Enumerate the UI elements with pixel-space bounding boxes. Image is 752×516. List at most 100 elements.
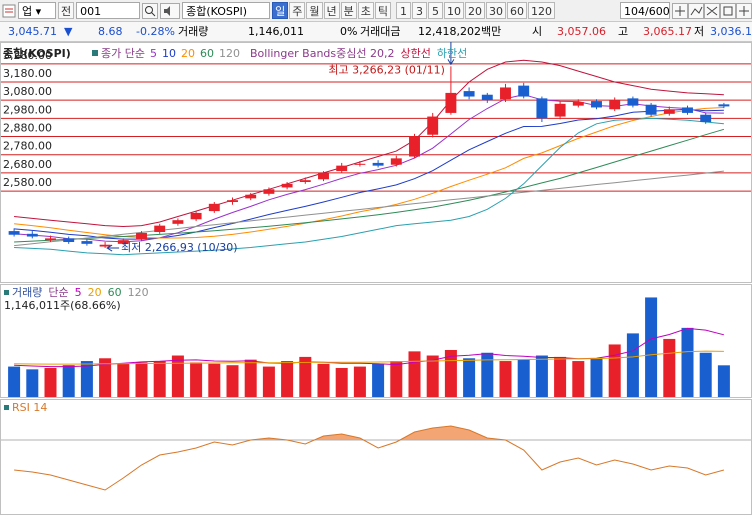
candle-body	[208, 203, 220, 212]
prev-button[interactable]: 전	[58, 2, 75, 19]
volume-bar	[208, 363, 221, 397]
interval-tab[interactable]: 60	[507, 2, 527, 19]
period-tab[interactable]: 일	[272, 2, 289, 19]
legend-prefix: 단순	[48, 286, 68, 299]
period-tab[interactable]: 틱	[374, 2, 391, 19]
interval-tab[interactable]: 10	[444, 2, 464, 19]
change: 8.68	[98, 25, 123, 38]
volume-bar	[190, 362, 203, 397]
candle-body	[536, 98, 548, 119]
interval-tab[interactable]: 3	[412, 2, 427, 19]
candle-body	[99, 244, 111, 247]
interval-tab[interactable]: 5	[428, 2, 443, 19]
volume-bar	[317, 363, 330, 397]
volume-bar	[44, 367, 57, 397]
low-label: 저	[694, 25, 705, 38]
legend-entry: 120	[128, 286, 149, 299]
candle-body	[63, 238, 75, 242]
candle-body	[117, 240, 129, 244]
candle-body	[154, 225, 166, 232]
candle-body	[136, 232, 147, 240]
count: 104/600	[624, 5, 670, 18]
candle-body	[645, 104, 657, 115]
search-icon[interactable]	[142, 2, 159, 19]
legend-entry: 상한선	[401, 47, 431, 60]
candle-body	[336, 165, 348, 172]
volume-bar	[171, 355, 184, 397]
volume-bar	[699, 352, 712, 397]
indicator-line	[14, 170, 724, 247]
legend-entry: 60	[108, 286, 122, 299]
candle-body	[609, 100, 621, 110]
candle-body	[26, 233, 38, 237]
legend-bollinger: Bollinger Bands중심선 20,2	[250, 47, 395, 60]
volume-label: 거래량	[178, 25, 209, 38]
legend-marker	[4, 405, 9, 410]
low-annotation: 최저 2,266,93 (10/30)	[121, 241, 238, 254]
legend-entry: 5	[75, 286, 82, 299]
period-tab[interactable]: 월	[306, 2, 323, 19]
volume-bar	[281, 361, 294, 397]
interval-tab[interactable]: 20	[465, 2, 485, 19]
candle-body	[663, 109, 675, 114]
candle-body	[390, 158, 402, 165]
code: 001	[80, 5, 102, 18]
rsi-line	[14, 425, 725, 491]
period-tab[interactable]: 분	[340, 2, 357, 19]
legend-marker	[92, 50, 98, 56]
candle-body	[518, 85, 530, 97]
volume-bar	[517, 359, 530, 397]
candle-body	[718, 104, 730, 107]
menu-icon[interactable]	[2, 4, 16, 18]
period-tab[interactable]: 초	[357, 2, 374, 19]
high: 3,065.17	[643, 25, 692, 38]
price-pane	[0, 42, 752, 283]
volume-bar	[26, 369, 39, 397]
volume-bar	[262, 366, 275, 397]
candle-body	[372, 162, 384, 166]
tool-icons[interactable]	[672, 2, 752, 19]
interval-tab[interactable]: 1	[396, 2, 411, 19]
indicator-line	[14, 108, 724, 240]
period-tab[interactable]: 년	[323, 2, 340, 19]
legend-entry: 20	[181, 47, 195, 60]
chart-panes: 3,280.00 3,180.00 3,080.00 2,980.00 2,880.00…	[0, 42, 752, 515]
legend-entry: 하한선	[437, 46, 467, 60]
candle-body	[682, 107, 693, 113]
indicator-line	[14, 117, 724, 256]
prev: 전	[61, 5, 72, 18]
y-tick-label: 2,980.00	[3, 103, 52, 116]
volume-ma-line	[14, 327, 725, 368]
candle-body	[245, 194, 257, 199]
interval-tab[interactable]: 30	[486, 2, 506, 19]
market-select[interactable]: 업 ▾	[18, 2, 56, 19]
rsi-title: RSI 14	[12, 401, 47, 414]
volume-bar	[117, 363, 130, 397]
volume-bar	[626, 333, 639, 397]
code-input[interactable]: 001	[76, 2, 141, 19]
candle-body	[263, 189, 275, 194]
amount: 12,418,202백만	[418, 25, 502, 38]
candle-body	[318, 172, 329, 180]
period-tab[interactable]: 주	[289, 2, 306, 19]
change-pct: -0.28%	[136, 25, 175, 38]
count-box: 104/600	[620, 2, 670, 19]
candle-body	[354, 163, 366, 165]
candle-body	[190, 212, 202, 220]
interval-tab[interactable]: 120	[528, 2, 555, 19]
volume-bar	[99, 358, 112, 397]
market: 업	[22, 5, 33, 18]
volume-bar	[80, 361, 93, 397]
legend: 거래량 단순 5 20 60 120	[12, 286, 149, 299]
volume-bar	[663, 338, 676, 397]
name-box: 종합(KOSPI)	[182, 2, 271, 19]
volume-bar	[444, 349, 457, 397]
legend-entry: 20	[88, 286, 102, 299]
volume-bar	[554, 356, 567, 397]
candle-body	[463, 91, 475, 97]
indicator-line	[14, 59, 724, 228]
sound-icon[interactable]	[160, 2, 181, 19]
candle-body	[627, 98, 639, 106]
